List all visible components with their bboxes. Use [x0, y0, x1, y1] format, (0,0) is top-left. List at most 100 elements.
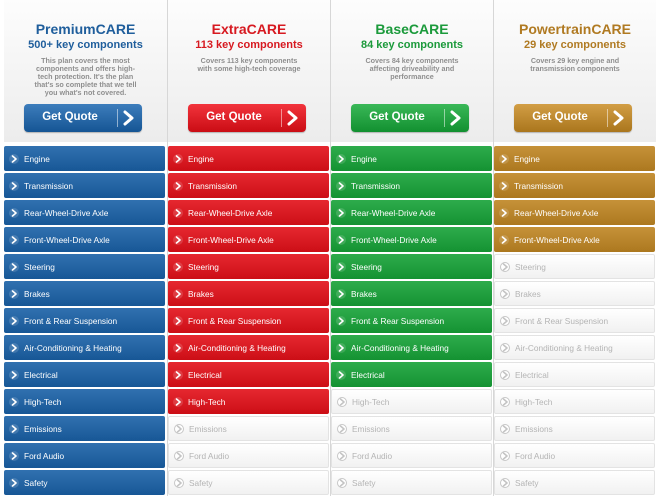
component-label: Emissions [515, 423, 553, 434]
component-label: Transmission [24, 180, 74, 191]
component-row[interactable]: Front & Rear Suspension [168, 308, 329, 333]
component-label: High-Tech [352, 396, 390, 407]
component-row[interactable]: Rear-Wheel-Drive Axle [494, 200, 655, 225]
component-row[interactable]: Electrical [4, 362, 165, 387]
component-label: Transmission [351, 180, 401, 191]
chevron-right-icon [9, 207, 19, 218]
chevron-right-icon [336, 180, 346, 191]
component-row[interactable]: Steering [331, 254, 492, 279]
chevron-right-icon [450, 110, 461, 126]
component-label: Ford Audio [515, 450, 556, 461]
component-row[interactable]: Front-Wheel-Drive Axle [494, 227, 655, 252]
component-row[interactable]: Safety [4, 470, 165, 495]
get-quote-button[interactable]: Get Quote [351, 104, 469, 132]
component-row[interactable]: Rear-Wheel-Drive Axle [4, 200, 165, 225]
component-row[interactable]: Rear-Wheel-Drive Axle [331, 200, 492, 225]
chevron-right-icon [173, 261, 183, 272]
component-label: Engine [24, 153, 50, 164]
component-label: Steering [351, 261, 382, 272]
component-row[interactable]: Rear-Wheel-Drive Axle [168, 200, 329, 225]
component-row[interactable]: Steering [494, 254, 655, 279]
component-row[interactable]: Ford Audio [168, 443, 329, 468]
button-divider [117, 109, 118, 127]
component-row[interactable]: High-Tech [494, 389, 655, 414]
component-row[interactable]: Steering [168, 254, 329, 279]
chevron-right-icon [500, 423, 510, 434]
component-row[interactable]: Emissions [168, 416, 329, 441]
component-label: Engine [514, 153, 540, 164]
component-row[interactable]: Brakes [4, 281, 165, 306]
component-label: High-Tech [24, 396, 62, 407]
component-row[interactable]: Front-Wheel-Drive Axle [4, 227, 165, 252]
component-row[interactable]: Electrical [494, 362, 655, 387]
chevron-right-icon [173, 369, 183, 380]
component-label: Ford Audio [24, 450, 65, 461]
component-row[interactable]: Safety [331, 470, 492, 495]
component-label: Front & Rear Suspension [24, 315, 118, 326]
component-row[interactable]: Air-Conditioning & Heating [4, 335, 165, 360]
component-row[interactable]: Emissions [331, 416, 492, 441]
component-row[interactable]: Air-Conditioning & Heating [331, 335, 492, 360]
plan-column-basecare: BaseCARE 84 key components Covers 84 key… [330, 0, 493, 496]
chevron-right-icon [9, 234, 19, 245]
chevron-right-icon [336, 153, 346, 164]
component-row[interactable]: Ford Audio [331, 443, 492, 468]
chevron-right-icon [174, 477, 184, 488]
component-label: Emissions [189, 423, 227, 434]
component-row[interactable]: Transmission [494, 173, 655, 198]
component-row[interactable]: Front & Rear Suspension [494, 308, 655, 333]
component-label: Safety [189, 477, 213, 488]
component-row[interactable]: Electrical [331, 362, 492, 387]
component-row[interactable]: Ford Audio [494, 443, 655, 468]
component-row[interactable]: Transmission [168, 173, 329, 198]
component-label: Front & Rear Suspension [351, 315, 445, 326]
get-quote-button[interactable]: Get Quote [24, 104, 142, 132]
get-quote-label: Get Quote [206, 111, 262, 123]
component-row[interactable]: Brakes [331, 281, 492, 306]
component-row[interactable]: Air-Conditioning & Heating [494, 335, 655, 360]
component-label: Safety [352, 477, 376, 488]
component-row[interactable]: Ford Audio [4, 443, 165, 468]
component-row[interactable]: Transmission [331, 173, 492, 198]
component-label: Rear-Wheel-Drive Axle [351, 207, 436, 218]
component-row[interactable]: Front & Rear Suspension [4, 308, 165, 333]
component-row[interactable]: High-Tech [4, 389, 165, 414]
component-row[interactable]: High-Tech [331, 389, 492, 414]
component-label: Emissions [352, 423, 390, 434]
component-row[interactable]: Engine [494, 146, 655, 171]
plan-header: BaseCARE 84 key components Covers 84 key… [331, 0, 493, 142]
component-row[interactable]: Brakes [168, 281, 329, 306]
component-row[interactable]: Steering [4, 254, 165, 279]
component-row[interactable]: Engine [168, 146, 329, 171]
plan-component-count: 500+ key components [28, 39, 143, 51]
chevron-right-icon [9, 153, 19, 164]
component-label: Air-Conditioning & Heating [24, 342, 122, 353]
component-label: Brakes [515, 288, 541, 299]
chevron-right-icon [500, 342, 510, 353]
component-row[interactable]: Air-Conditioning & Heating [168, 335, 329, 360]
chevron-right-icon [173, 234, 183, 245]
component-row[interactable]: Front-Wheel-Drive Axle [168, 227, 329, 252]
component-label: High-Tech [515, 396, 553, 407]
component-row[interactable]: Front-Wheel-Drive Axle [331, 227, 492, 252]
component-row[interactable]: Safety [168, 470, 329, 495]
chevron-right-icon [173, 180, 183, 191]
component-row[interactable]: Engine [4, 146, 165, 171]
component-label: Brakes [24, 288, 50, 299]
component-label: Air-Conditioning & Heating [515, 342, 613, 353]
component-row[interactable]: Front & Rear Suspension [331, 308, 492, 333]
component-row[interactable]: Electrical [168, 362, 329, 387]
button-divider [607, 109, 608, 127]
component-row[interactable]: Engine [331, 146, 492, 171]
get-quote-button[interactable]: Get Quote [514, 104, 632, 132]
component-row[interactable]: High-Tech [168, 389, 329, 414]
component-row[interactable]: Transmission [4, 173, 165, 198]
component-row[interactable]: Emissions [4, 416, 165, 441]
component-row[interactable]: Safety [494, 470, 655, 495]
component-label: Steering [188, 261, 219, 272]
button-divider [281, 109, 282, 127]
plan-description: Covers 113 key components with some high… [197, 56, 301, 73]
component-row[interactable]: Brakes [494, 281, 655, 306]
get-quote-button[interactable]: Get Quote [188, 104, 306, 132]
component-row[interactable]: Emissions [494, 416, 655, 441]
